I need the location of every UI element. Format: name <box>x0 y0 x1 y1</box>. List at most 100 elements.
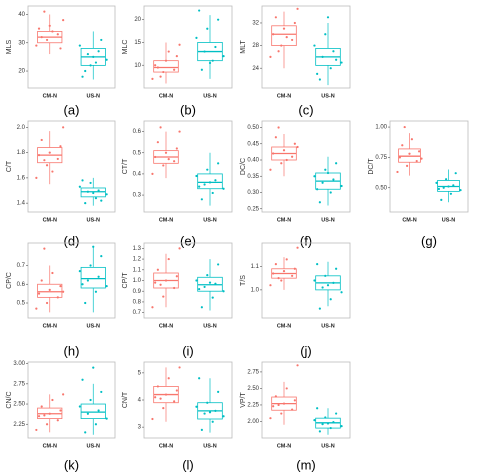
x-tick-label: US-N <box>321 443 334 449</box>
point <box>200 198 203 201</box>
panel: 0.50 0.75 1.00 DC/T CM-N US-N (g) <box>368 120 469 248</box>
point <box>43 159 46 162</box>
plot-frame <box>261 5 351 89</box>
panel-label: (k) <box>64 457 79 472</box>
point <box>81 283 84 286</box>
point <box>89 264 92 267</box>
point <box>92 366 95 369</box>
point <box>318 201 321 204</box>
point <box>154 64 157 67</box>
point <box>173 160 176 163</box>
point <box>208 181 212 184</box>
y-tick-label: 32 <box>252 21 259 27</box>
point <box>62 126 65 129</box>
panel-label: (l) <box>182 457 194 472</box>
point <box>195 174 198 178</box>
point <box>335 267 338 270</box>
point <box>340 184 343 188</box>
point <box>321 423 324 426</box>
y-tick-label: 4 <box>138 398 142 404</box>
plot-frame <box>261 361 351 439</box>
box <box>80 403 106 419</box>
point <box>178 43 181 46</box>
point <box>40 36 43 39</box>
point <box>437 187 440 191</box>
y-tick-label: 24 <box>252 66 259 72</box>
point <box>35 428 38 432</box>
point <box>173 68 176 71</box>
point <box>162 295 165 298</box>
point <box>56 33 59 36</box>
x-tick-label: CM-N <box>43 93 57 99</box>
panel-label: (f) <box>300 233 312 248</box>
point <box>332 50 335 53</box>
point <box>151 172 154 176</box>
point <box>296 246 299 249</box>
point <box>447 185 450 188</box>
point <box>329 298 332 301</box>
box <box>80 266 106 289</box>
x-tick-label: CM-N <box>159 323 173 329</box>
point <box>296 145 299 149</box>
point <box>40 405 43 408</box>
point <box>282 149 286 152</box>
point <box>217 390 220 393</box>
point <box>449 192 453 195</box>
point <box>200 306 203 309</box>
point <box>313 419 316 422</box>
y-tick-label: 0.5 <box>17 301 26 307</box>
y-tick-label: 0.6 <box>17 282 26 288</box>
point <box>206 274 209 277</box>
point <box>211 420 214 423</box>
point <box>78 44 81 47</box>
point <box>81 179 84 182</box>
point <box>269 417 272 420</box>
point <box>269 55 272 58</box>
point <box>173 286 176 290</box>
box <box>271 25 297 46</box>
point <box>396 170 399 174</box>
point <box>332 421 335 424</box>
panel-label: (d) <box>64 233 80 248</box>
y-axis-label: CP/C <box>6 272 13 289</box>
point <box>405 164 409 167</box>
plot-frame <box>27 5 116 89</box>
point <box>318 307 321 310</box>
point <box>100 255 103 258</box>
point <box>198 9 201 12</box>
point <box>324 274 327 277</box>
point <box>89 181 92 185</box>
plot-frame <box>261 120 351 213</box>
x-tick-label: CM-N <box>277 217 291 223</box>
point <box>43 247 46 250</box>
x-tick-label: US-N <box>203 217 216 223</box>
point <box>293 267 296 270</box>
point <box>100 390 103 394</box>
y-axis-label: DC/T <box>368 158 375 175</box>
point <box>285 158 288 162</box>
y-tick-label: 1.0 <box>251 287 260 293</box>
point <box>45 301 49 305</box>
point <box>94 196 98 200</box>
point <box>94 290 98 293</box>
point <box>291 155 294 158</box>
point <box>206 168 209 171</box>
point <box>282 27 286 30</box>
point <box>175 389 178 392</box>
point <box>329 426 332 430</box>
y-tick-label: 1.3 <box>133 246 142 252</box>
point <box>318 78 321 81</box>
point <box>45 164 49 167</box>
point <box>222 415 225 418</box>
point <box>56 157 59 161</box>
panel: 1.0 1.1 T/S CM-N US-N (j) <box>240 242 351 358</box>
point <box>318 430 321 433</box>
point <box>454 172 457 175</box>
y-tick-label: 0.7 <box>17 263 26 269</box>
y-tick-label: 3 <box>138 425 142 431</box>
panel-label: (i) <box>182 343 194 358</box>
point <box>200 68 203 71</box>
y-tick-label: 2.25 <box>247 403 259 409</box>
plot-frame <box>27 120 116 213</box>
